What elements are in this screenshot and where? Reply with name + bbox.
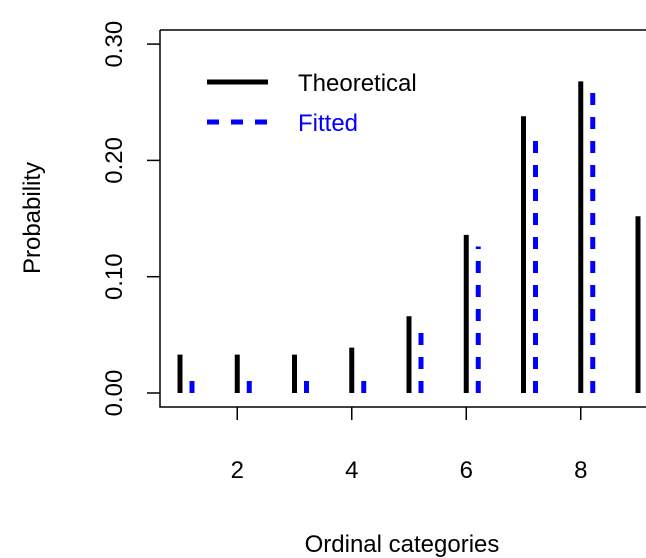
x-tick-label-4: 4 <box>345 457 358 484</box>
x-tick-label-8: 8 <box>574 457 587 484</box>
legend-label-fitted: Fitted <box>298 110 358 137</box>
plot-frame <box>159 29 646 408</box>
bars <box>177 81 641 393</box>
x-axis-label: Ordinal categories <box>305 531 500 558</box>
y-axis: 0.00 0.10 0.20 0.30 <box>101 21 160 417</box>
y-tick-label-0.30: 0.30 <box>101 21 128 68</box>
legend-label-theoretical: Theoretical <box>298 70 417 97</box>
y-tick-label-0.10: 0.10 <box>101 253 128 300</box>
y-axis-label: Probability <box>19 162 46 274</box>
y-tick-label-0.20: 0.20 <box>101 137 128 184</box>
x-tick-label-6: 6 <box>460 457 473 484</box>
x-axis: 2 4 6 8 <box>231 407 587 484</box>
legend: Theoretical Fitted <box>207 70 417 137</box>
y-tick-label-0.00: 0.00 <box>101 370 128 417</box>
x-tick-label-2: 2 <box>231 457 244 484</box>
